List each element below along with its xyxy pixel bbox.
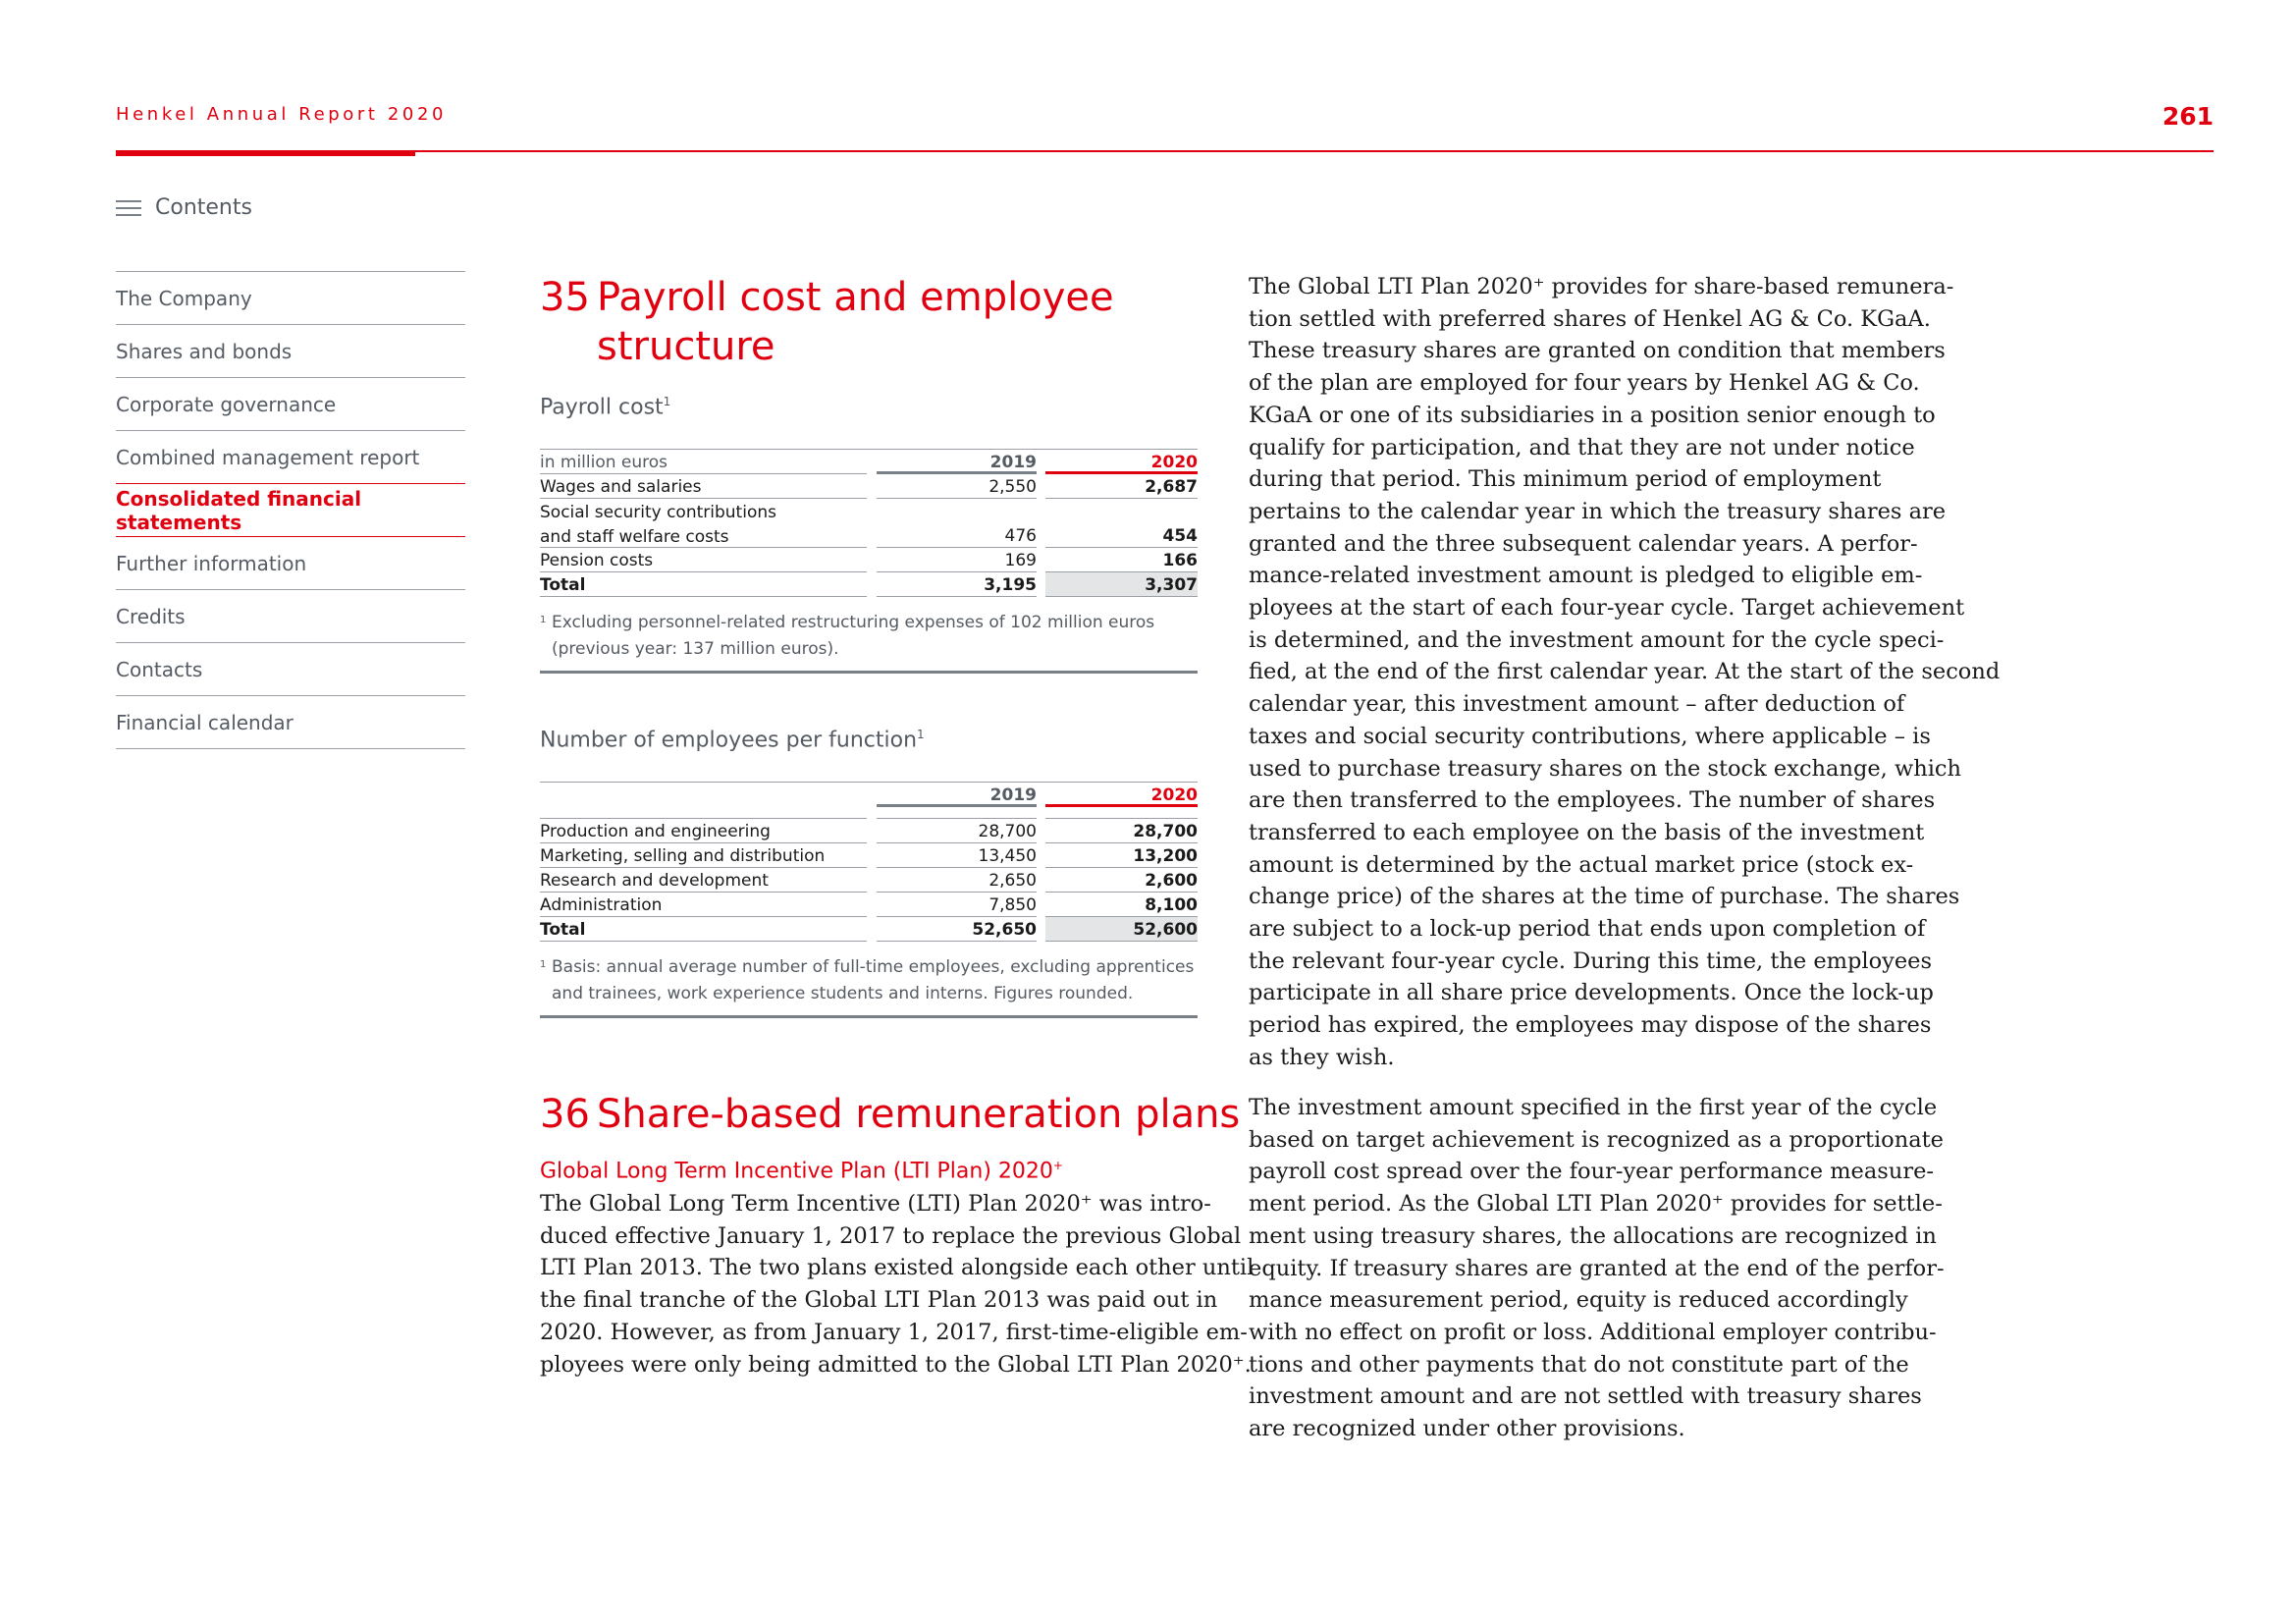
section-35-heading: 35 Payroll cost and employee structure — [540, 273, 1114, 371]
employees-table: 2019 2020 Production and engineering 28,… — [540, 782, 1198, 1018]
col-2020: 2020 — [1150, 785, 1198, 805]
table-row: Pension costs 169 166 — [540, 551, 1198, 572]
section-36-heading: 36 Share-based remuneration plans — [540, 1090, 1240, 1139]
sidebar-item-credits[interactable]: Credits — [116, 590, 465, 643]
col-2019: 2019 — [989, 785, 1037, 805]
payroll-table: in million euros 2019 2020 Wages and sal… — [540, 449, 1198, 674]
lti-accounting-paragraph: The investment amount specified in the f… — [1249, 1095, 1945, 1442]
hamburger-menu-icon — [116, 199, 141, 217]
page-number: 261 — [2162, 102, 2214, 131]
sidebar-item-combined-management-report[interactable]: Combined management report — [116, 431, 465, 484]
contents-button[interactable]: Contents — [116, 195, 252, 220]
sidebar-item-financial-calendar[interactable]: Financial calendar — [116, 696, 465, 749]
sidebar-item-further-information[interactable]: Further information — [116, 537, 465, 590]
section-number: 36 — [540, 1092, 590, 1137]
lti-plan-description-paragraph: The Global LTI Plan 2020⁺ provides for s… — [1249, 274, 2001, 1070]
header-rule — [116, 150, 2214, 152]
sidebar-item-the-company[interactable]: The Company — [116, 272, 465, 325]
section-number: 35 — [540, 275, 590, 320]
sidebar-item-shares-and-bonds[interactable]: Shares and bonds — [116, 325, 465, 378]
table-footnote: 1 Basis: annual average number of full-ti… — [540, 957, 1195, 1003]
table-row: Social security contributions and staff … — [540, 503, 1198, 548]
sidebar-nav: The Company Shares and bonds Corporate g… — [116, 271, 465, 749]
header-rule-accent — [116, 150, 415, 156]
col-2020: 2020 — [1150, 453, 1198, 472]
table-footnote: 1 Excluding personnel-related restructuri… — [540, 613, 1155, 659]
section-title-line1: Payroll cost and employee — [597, 275, 1114, 320]
table-row: Administration 7,850 8,100 — [540, 895, 1198, 917]
sidebar-item-corporate-governance[interactable]: Corporate governance — [116, 378, 465, 431]
section-title-line2: structure — [597, 324, 775, 369]
employees-table-title: Number of employees per function1 — [540, 728, 925, 753]
payroll-table-title: Payroll cost1 — [540, 395, 671, 420]
table-row: Research and development 2,650 2,600 — [540, 871, 1198, 893]
table-row: Marketing, selling and distribution 13,4… — [540, 846, 1198, 868]
lti-intro-paragraph: The Global Long Term Incentive (LTI) Pla… — [540, 1191, 1255, 1378]
col-2019: 2019 — [989, 453, 1037, 472]
lti-plan-subheading: Global Long Term Incentive Plan (LTI Pla… — [540, 1159, 1063, 1184]
sidebar-item-contacts[interactable]: Contacts — [116, 643, 465, 696]
table-row: Production and engineering 28,700 28,700 — [540, 822, 1198, 843]
unit-label: in million euros — [540, 453, 668, 472]
table-row: Wages and salaries 2,550 2,687 — [540, 477, 1198, 499]
sidebar-item-consolidated-financial-statements[interactable]: Consolidated financial statements — [116, 484, 465, 537]
table-header-row: in million euros 2019 2020 — [540, 450, 1198, 474]
table-header-row: 2019 2020 — [540, 783, 1198, 807]
report-title: Henkel Annual Report 2020 — [116, 104, 448, 125]
contents-label: Contents — [155, 195, 252, 220]
section-title: Share-based remuneration plans — [597, 1092, 1241, 1137]
table-total-row: Total 3,195 3,307 — [540, 572, 1198, 597]
table-total-row: Total 52,650 52,600 — [540, 917, 1198, 942]
